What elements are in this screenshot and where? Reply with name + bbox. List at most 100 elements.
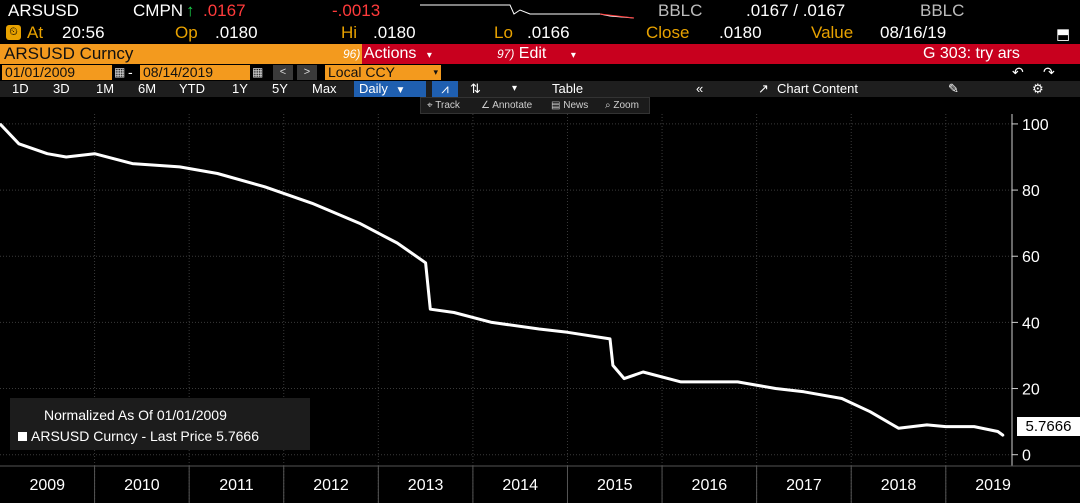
price-data-point (680, 381, 682, 383)
date-row: 01/01/2009 ▦ - 08/14/2019 ▦ < > Local CC… (0, 64, 1080, 81)
annotate-icon: ∠ (481, 100, 490, 111)
annotation-toolbar: ⌖ Track ∠ Annotate ▤ News ⌕ Zoom (420, 97, 650, 114)
title-bar: ARSUSD Curncy 96) Actions ▾ 97) Edit ▾ G… (0, 44, 1080, 64)
news-tool[interactable]: ▤ News (551, 99, 588, 113)
ticker-label[interactable]: ARSUSD (8, 1, 79, 20)
edit-pencil-icon[interactable]: ✎ (948, 81, 959, 96)
collapse-icon[interactable]: « (696, 81, 704, 96)
line-chart-icon[interactable]: ⩘ (432, 81, 458, 97)
price-data-point (358, 222, 361, 224)
price-data-point (0, 123, 1, 125)
zoom-tool[interactable]: ⌕ Zoom (605, 99, 639, 113)
legend-series-label: ARSUSD Curncy - Last Price 5.7666 (31, 428, 259, 444)
high-value: .0180 (373, 23, 416, 42)
source-label: CMPN (133, 1, 184, 20)
last-price: .0167 (203, 1, 246, 20)
x-tick-label: 2009 (29, 477, 65, 494)
annotate-tool[interactable]: ∠ Annotate (481, 99, 532, 113)
annotate-label: Annotate (492, 100, 533, 111)
chart-content-button[interactable]: Chart Content (777, 81, 858, 96)
price-data-point (65, 156, 67, 158)
price-data-point (642, 371, 644, 373)
edit-label: Edit (518, 45, 547, 62)
prev-period-button[interactable]: < (273, 65, 293, 80)
legend-swatch (18, 432, 27, 441)
legend-box: Normalized As Of 01/01/2009 ARSUSD Curnc… (10, 398, 310, 450)
price-chart[interactable]: 0 20 40 60 80 100 2009 2010 2011 2012 2013 2014 2015… (0, 114, 1080, 503)
hours-icon[interactable]: ⏲ (6, 25, 21, 40)
chevron-down-icon: ▾ (570, 50, 576, 61)
price-data-point (429, 308, 432, 310)
range-5y[interactable]: 5Y (272, 81, 288, 96)
price-data-point (623, 377, 625, 380)
undo-icon[interactable]: ↶ (1012, 64, 1024, 80)
calendar-icon[interactable]: ▦ (114, 65, 126, 79)
gear-icon[interactable]: ⚙ (1032, 81, 1044, 96)
table-button[interactable]: Table (552, 81, 584, 96)
high-label: Hi (341, 23, 358, 42)
currency-select[interactable]: Local CCY ▾ (325, 65, 441, 80)
price-data-point (897, 427, 900, 430)
track-tool[interactable]: ⌖ Track (427, 99, 460, 113)
next-period-button[interactable]: > (297, 65, 317, 80)
track-label: Track (435, 100, 460, 111)
x-tick-label: 2018 (881, 477, 917, 494)
actions-menu[interactable]: 96) Actions ▾ (343, 44, 432, 64)
edit-number: 97) (497, 47, 515, 61)
last-price-tag: 5.7666 (1017, 417, 1080, 436)
y-tick-label: 0 (1022, 448, 1031, 465)
price-data-point (997, 430, 999, 433)
function-command[interactable]: G 303: try ars (923, 45, 1020, 62)
legend-normalization-note: Normalized As Of 01/01/2009 (44, 407, 227, 423)
value-date: 08/16/19 (880, 23, 947, 42)
net-change: -.0013 (332, 1, 381, 20)
x-tick-label: 2013 (408, 477, 444, 494)
legend-entry[interactable]: ARSUSD Curncy - Last Price 5.7666 (18, 428, 259, 444)
news-icon: ▤ (551, 100, 561, 111)
frequency-select[interactable]: Daily ▼ (354, 81, 426, 97)
price-data-point (926, 424, 928, 426)
y-tick-label: 20 (1022, 382, 1040, 399)
x-tick-label: 2014 (502, 477, 538, 494)
export-icon[interactable]: ⬒ (1056, 26, 1071, 43)
range-6m[interactable]: 6M (138, 81, 157, 96)
calendar-icon[interactable]: ▦ (252, 65, 264, 79)
price-data-point (973, 425, 975, 428)
chevron-down-icon[interactable]: ▾ (512, 83, 518, 94)
bar-chart-icon[interactable]: ⇅ (470, 81, 481, 96)
chevron-down-icon: ▾ (426, 50, 432, 61)
news-label: News (563, 100, 589, 111)
at-label: At (27, 23, 44, 42)
range-ytd[interactable]: YTD (179, 81, 205, 96)
x-tick-label: 2010 (124, 477, 160, 494)
x-tick-label: 2016 (692, 477, 728, 494)
range-3d[interactable]: 3D (53, 81, 70, 96)
start-date-field[interactable]: 01/01/2009 (2, 65, 112, 80)
price-data-point (46, 152, 49, 155)
end-date-field[interactable]: 08/14/2019 (140, 65, 250, 80)
price-data-point (841, 397, 843, 400)
date-separator: - (128, 64, 133, 80)
bid-source-label: BBLC (658, 1, 703, 20)
low-value: .0166 (527, 23, 570, 42)
currency-label: Local CCY (328, 64, 395, 80)
value-label: Value (811, 23, 854, 42)
price-data-point (216, 172, 219, 175)
price-data-point (131, 162, 134, 165)
range-1d[interactable]: 1D (12, 81, 29, 96)
range-1m[interactable]: 1M (96, 81, 115, 96)
sparkline-icon (420, 4, 635, 19)
frequency-label: Daily (359, 81, 388, 96)
security-title[interactable]: ARSUSD Curncy (0, 44, 362, 64)
edit-menu[interactable]: 97) Edit ▾ (497, 44, 576, 64)
range-1y[interactable]: 1Y (232, 81, 248, 96)
y-tick-label: 60 (1022, 249, 1040, 266)
y-tick-label: 40 (1022, 315, 1040, 332)
quote-time: 20:56 (62, 23, 105, 42)
chevron-down-icon: ▼ (395, 85, 406, 96)
price-data-point (453, 311, 455, 314)
redo-icon[interactable]: ↷ (1043, 64, 1055, 80)
range-max[interactable]: Max (312, 81, 337, 96)
close-label: Close (646, 23, 690, 42)
price-data-point (311, 202, 313, 205)
